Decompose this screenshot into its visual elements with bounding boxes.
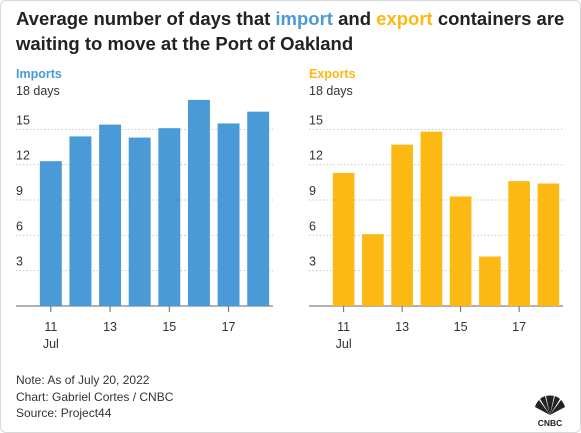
title-text-3: containers are waiting to move at the Po… [16,8,565,54]
logo-text: CNBC [538,418,563,428]
imports-unit-label: 18 days [16,84,60,98]
imports-bar-18 [247,111,270,307]
imports-ytick-label: 12 [16,149,30,163]
exports-ytick-label: 6 [309,219,316,233]
imports-bar-14 [128,137,151,306]
title-text-2: and [332,8,377,29]
imports-bar-17 [217,123,240,306]
chart-title: Average number of days that import and e… [16,6,571,56]
exports-xtick-label: 13 [395,320,409,334]
exports-ytick-label: 3 [309,255,316,269]
imports-ytick-label: 9 [16,184,23,198]
imports-xtick-sublabel: Jul [43,337,59,351]
peacock-icon [535,395,565,415]
imports-xtick-label: 17 [222,320,236,334]
imports-xtick-label: 11 [44,320,57,334]
note-text: Note: As of July 20, 2022 [16,373,150,387]
exports-xtick-sublabel: Jul [336,337,352,351]
cnbc-logo: CNBC [535,395,565,428]
exports-bar-17 [508,181,530,306]
exports-bar-14 [420,131,443,306]
imports-bar-13 [99,124,122,306]
imports-xtick-label: 13 [103,320,117,334]
exports-ytick-label: 12 [309,149,323,163]
exports-bar-12 [362,234,384,306]
exports-bar-15 [449,196,472,306]
title-text-1: Average number of days that [16,8,276,29]
exports-bar-16 [479,256,501,306]
exports-ytick-label: 9 [309,184,316,198]
exports-panel-title: Exports [309,67,356,81]
imports-bar-15 [158,128,181,306]
imports-ytick-label: 6 [16,219,23,233]
imports-xtick-label: 15 [162,320,176,334]
exports-xtick-label: 15 [454,320,468,334]
exports-xtick-label: 11 [337,320,350,334]
title-import-word: import [275,8,333,29]
source-text: Source: Project44 [16,406,112,420]
imports-ytick-label: 3 [16,255,23,269]
exports-bar-11 [332,172,355,306]
title-export-word: export [376,8,433,29]
credit-text: Chart: Gabriel Cortes / CNBC [16,389,174,404]
exports-ytick-label: 15 [309,113,323,127]
imports-bar-11 [39,161,62,306]
imports-bar-16 [187,99,210,306]
exports-unit-label: 18 days [309,84,353,98]
imports-bar-12 [69,136,92,306]
imports-panel-title: Imports [16,67,62,81]
exports-bar-18 [537,183,560,306]
chart-notes: Note: As of July 20, 2022 Chart: Gabriel… [16,372,173,422]
imports-ytick-label: 15 [16,113,30,127]
exports-bar-13 [391,144,413,306]
exports-xtick-label: 17 [512,320,526,334]
